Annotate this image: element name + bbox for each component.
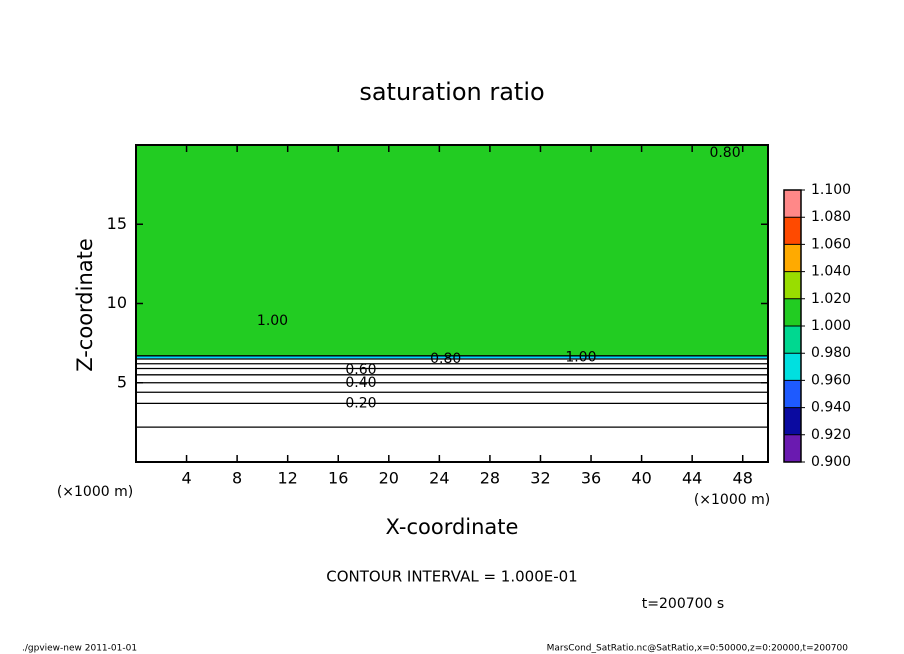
- colorbar-bin: [784, 190, 801, 218]
- colorbar-tick-label: 1.080: [811, 209, 851, 225]
- x-tick-label: 28: [480, 469, 500, 488]
- field-fill: [136, 145, 768, 358]
- x-tick-label: 40: [631, 469, 651, 488]
- colorbar-bin: [784, 434, 801, 462]
- x-tick-label: 24: [429, 469, 449, 488]
- footer-left: ./gpview-new 2011-01-01: [22, 644, 137, 654]
- x-unit: (×1000 m): [694, 492, 770, 508]
- x-tick-label: 44: [682, 469, 702, 488]
- x-tick-label: 36: [581, 469, 601, 488]
- colorbar-tick-label: 1.000: [811, 318, 851, 334]
- contour-label: 0.80: [430, 351, 461, 367]
- colorbar-tick-label: 0.920: [811, 427, 851, 443]
- x-tick-label: 4: [181, 469, 191, 488]
- colorbar-bin: [784, 217, 801, 245]
- colorbar-tick-label: 1.040: [811, 264, 851, 280]
- y-axis-label: Z-coordinate: [73, 238, 97, 372]
- x-axis-label: X-coordinate: [386, 515, 519, 539]
- colorbar-tick-label: 0.980: [811, 345, 851, 361]
- x-tick-label: 8: [232, 469, 242, 488]
- colorbar-bin: [784, 380, 801, 408]
- x-tick-label: 16: [328, 469, 348, 488]
- footer-right: MarsCond_SatRatio.nc@SatRatio,x=0:50000,…: [547, 644, 849, 654]
- colorbar-bin: [784, 298, 801, 326]
- time-label: t=200700 s: [642, 596, 724, 612]
- colorbar-bin: [784, 407, 801, 435]
- colorbar-bin: [784, 326, 801, 354]
- x-tick-label: 12: [278, 469, 298, 488]
- y-unit: (×1000 m): [57, 484, 133, 500]
- contour-label: 0.60: [345, 362, 376, 378]
- y-tick-label: 10: [107, 293, 127, 312]
- contour-label: 1.00: [565, 349, 596, 365]
- x-tick-label: 32: [530, 469, 550, 488]
- colorbar-tick-label: 1.100: [811, 182, 851, 198]
- y-tick-label: 15: [107, 214, 127, 233]
- colorbar-tick-label: 1.060: [811, 236, 851, 252]
- colorbar-bin: [784, 271, 801, 299]
- colorbar-tick-label: 0.940: [811, 400, 851, 416]
- colorbar-tick-label: 1.020: [811, 291, 851, 307]
- x-tick-label: 48: [733, 469, 753, 488]
- colorbar-bin: [784, 353, 801, 381]
- colorbar-tick-label: 0.900: [811, 454, 851, 470]
- y-tick-label: 5: [117, 372, 127, 391]
- contour-label: 0.20: [345, 395, 376, 411]
- contour-label: 0.80: [709, 145, 740, 161]
- x-tick-label: 20: [379, 469, 399, 488]
- contour-label: 0.40: [345, 375, 376, 391]
- chart-title: saturation ratio: [359, 78, 544, 106]
- annotation: CONTOUR INTERVAL = 1.000E-01: [326, 568, 577, 586]
- contour-label: 1.00: [257, 313, 288, 329]
- colorbar-bin: [784, 244, 801, 272]
- colorbar-tick-label: 0.960: [811, 372, 851, 388]
